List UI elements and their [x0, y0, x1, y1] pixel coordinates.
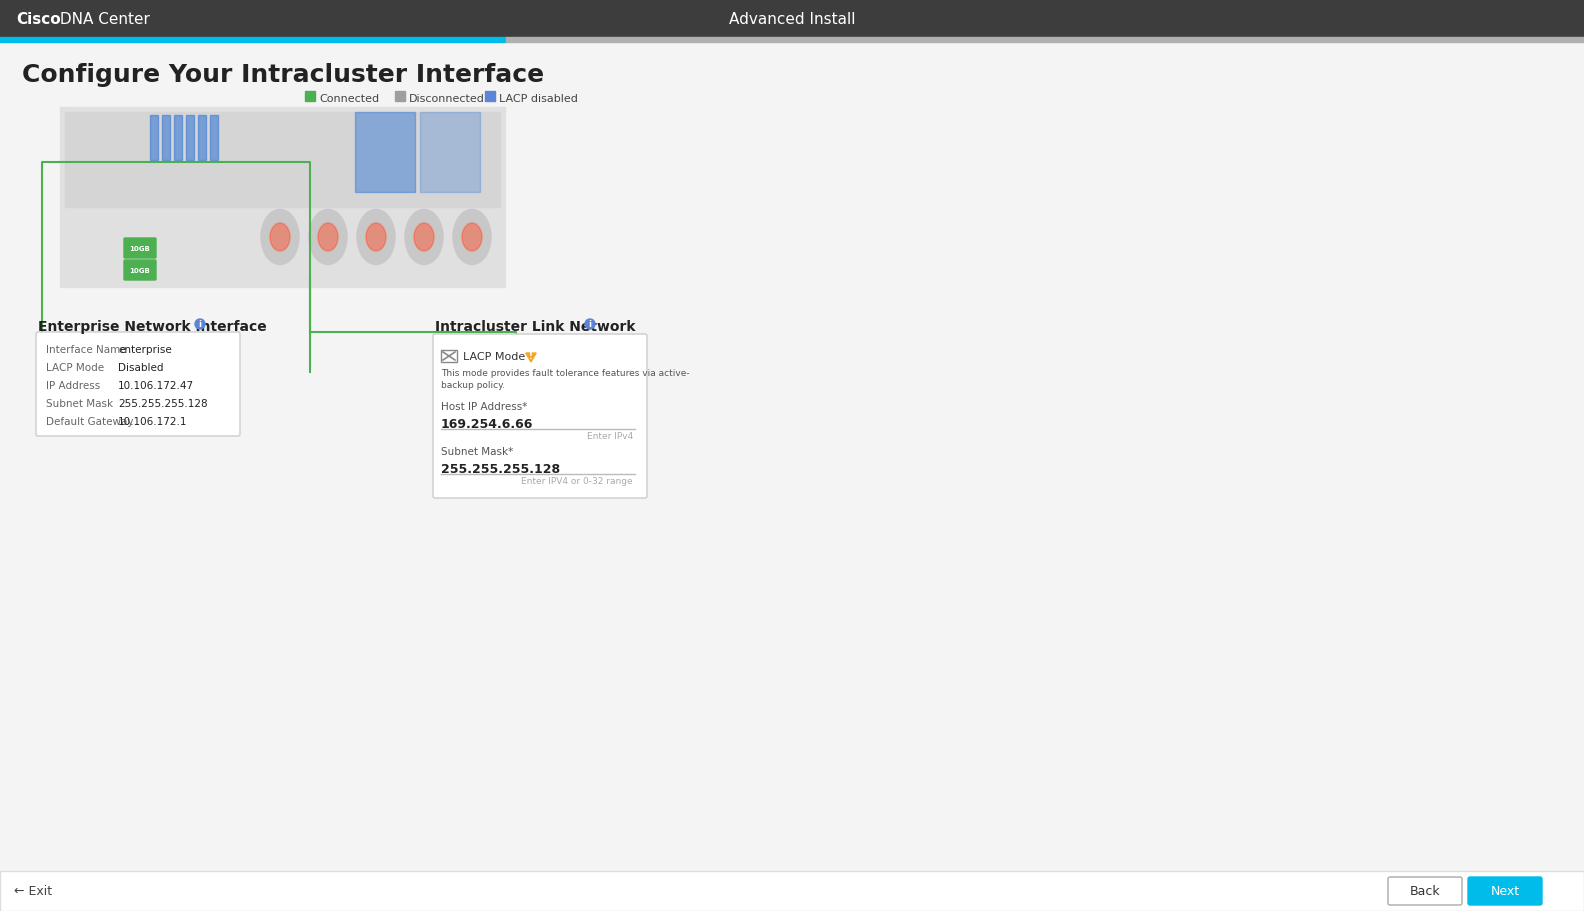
Text: Disabled: Disabled	[117, 363, 163, 373]
FancyBboxPatch shape	[1388, 877, 1462, 905]
Text: LACP Mode: LACP Mode	[46, 363, 105, 373]
Bar	[0, 38, 505, 43]
Text: ← Exit: ← Exit	[14, 885, 52, 897]
Bar	[394, 92, 406, 102]
Bar	[306, 92, 315, 102]
Text: Subnet Mask: Subnet Mask	[46, 398, 112, 408]
Ellipse shape	[453, 210, 491, 265]
Bar	[0, 0, 1584, 38]
Bar	[185, 116, 193, 161]
Text: Interface Name: Interface Name	[46, 344, 127, 354]
Text: This mode provides fault tolerance features via active-
backup policy.: This mode provides fault tolerance featu…	[440, 369, 689, 389]
Text: Back: Back	[1410, 885, 1440, 897]
Text: Connected: Connected	[318, 94, 379, 104]
Circle shape	[195, 320, 204, 330]
Ellipse shape	[356, 210, 394, 265]
Text: 10GB: 10GB	[130, 268, 150, 273]
Ellipse shape	[318, 224, 337, 251]
Bar	[162, 116, 169, 161]
Text: 10.106.172.47: 10.106.172.47	[117, 381, 195, 391]
Text: Enterprise Network Interface: Enterprise Network Interface	[38, 320, 266, 333]
Ellipse shape	[463, 224, 482, 251]
Bar	[485, 92, 494, 102]
Text: Next: Next	[1491, 885, 1519, 897]
Text: Configure Your Intracluster Interface: Configure Your Intracluster Interface	[22, 63, 545, 87]
Text: !: !	[529, 353, 532, 361]
Ellipse shape	[269, 224, 290, 251]
FancyBboxPatch shape	[1468, 877, 1541, 905]
FancyBboxPatch shape	[124, 261, 155, 281]
Text: Default Gateway: Default Gateway	[46, 416, 133, 426]
Text: IP Address: IP Address	[46, 381, 100, 391]
Text: 255.255.255.128: 255.255.255.128	[117, 398, 208, 408]
FancyBboxPatch shape	[124, 239, 155, 259]
Text: Disconnected: Disconnected	[409, 94, 485, 104]
Bar	[150, 116, 158, 161]
Bar	[174, 116, 182, 161]
Text: LACP disabled: LACP disabled	[499, 94, 578, 104]
Ellipse shape	[309, 210, 347, 265]
Text: 10.106.172.1: 10.106.172.1	[117, 416, 187, 426]
FancyBboxPatch shape	[36, 333, 241, 436]
Text: Subnet Mask*: Subnet Mask*	[440, 446, 513, 456]
Text: 169.254.6.66: 169.254.6.66	[440, 417, 534, 431]
Text: Intracluster Link Network: Intracluster Link Network	[436, 320, 635, 333]
Ellipse shape	[413, 224, 434, 251]
Text: DNA Center: DNA Center	[55, 12, 150, 26]
Text: Enter IPV4 or 0-32 range: Enter IPV4 or 0-32 range	[521, 476, 634, 486]
Bar	[420, 113, 480, 193]
Bar	[440, 351, 458, 363]
Text: LACP Mode: LACP Mode	[463, 352, 526, 362]
Text: i: i	[198, 320, 201, 329]
Text: enterprise: enterprise	[117, 344, 171, 354]
Bar	[0, 871, 1584, 911]
Bar	[505, 38, 1584, 43]
Ellipse shape	[406, 210, 444, 265]
FancyBboxPatch shape	[432, 334, 646, 498]
Circle shape	[584, 320, 596, 330]
Bar	[211, 116, 219, 161]
Bar	[198, 116, 206, 161]
Ellipse shape	[261, 210, 299, 265]
Text: 255.255.255.128: 255.255.255.128	[440, 463, 561, 476]
Text: 10GB: 10GB	[130, 246, 150, 251]
Bar	[355, 113, 415, 193]
Bar	[60, 107, 505, 288]
Text: Cisco: Cisco	[16, 12, 60, 26]
Text: Advanced Install: Advanced Install	[729, 12, 855, 26]
Text: Host IP Address*: Host IP Address*	[440, 402, 527, 412]
Bar	[65, 113, 501, 208]
Text: i: i	[589, 320, 591, 329]
Text: Enter IPv4: Enter IPv4	[586, 432, 634, 441]
Ellipse shape	[366, 224, 386, 251]
